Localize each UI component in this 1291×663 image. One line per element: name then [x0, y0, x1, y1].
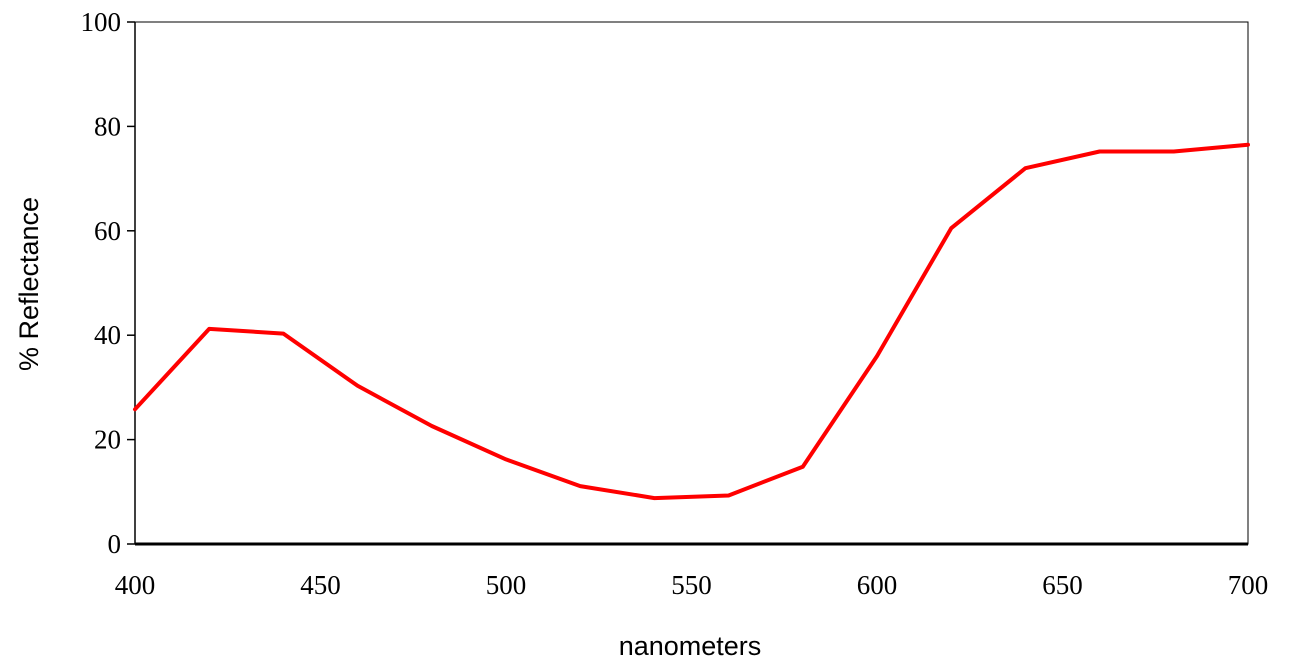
- y-tick-label: 80: [94, 111, 121, 141]
- x-tick-label: 550: [671, 570, 712, 600]
- series-line-1: [133, 142, 1250, 501]
- series-layer: [133, 142, 1250, 501]
- y-tick-label: 100: [81, 7, 122, 37]
- x-tick-label: 600: [857, 570, 898, 600]
- x-axis-title: nanometers: [619, 631, 762, 661]
- y-tick-label: 0: [108, 529, 122, 559]
- x-tick-label: 700: [1228, 570, 1269, 600]
- x-tick-label: 450: [300, 570, 341, 600]
- plot-frame: [134, 21, 1249, 546]
- x-tick-label: 650: [1042, 570, 1083, 600]
- y-tick-label: 60: [94, 216, 121, 246]
- x-tick-label: 400: [115, 570, 156, 600]
- y-axis-title: % Reflectance: [14, 197, 44, 371]
- y-axis-ticks: 0 20 40 60 80 100: [81, 7, 135, 559]
- x-tick-label: 500: [486, 570, 527, 600]
- plot-area-border: [134, 21, 1249, 545]
- y-tick-label: 20: [94, 425, 121, 455]
- y-tick-label: 40: [94, 320, 121, 350]
- x-axis-ticks: 400 450 500 550 600 650 700: [115, 570, 1269, 600]
